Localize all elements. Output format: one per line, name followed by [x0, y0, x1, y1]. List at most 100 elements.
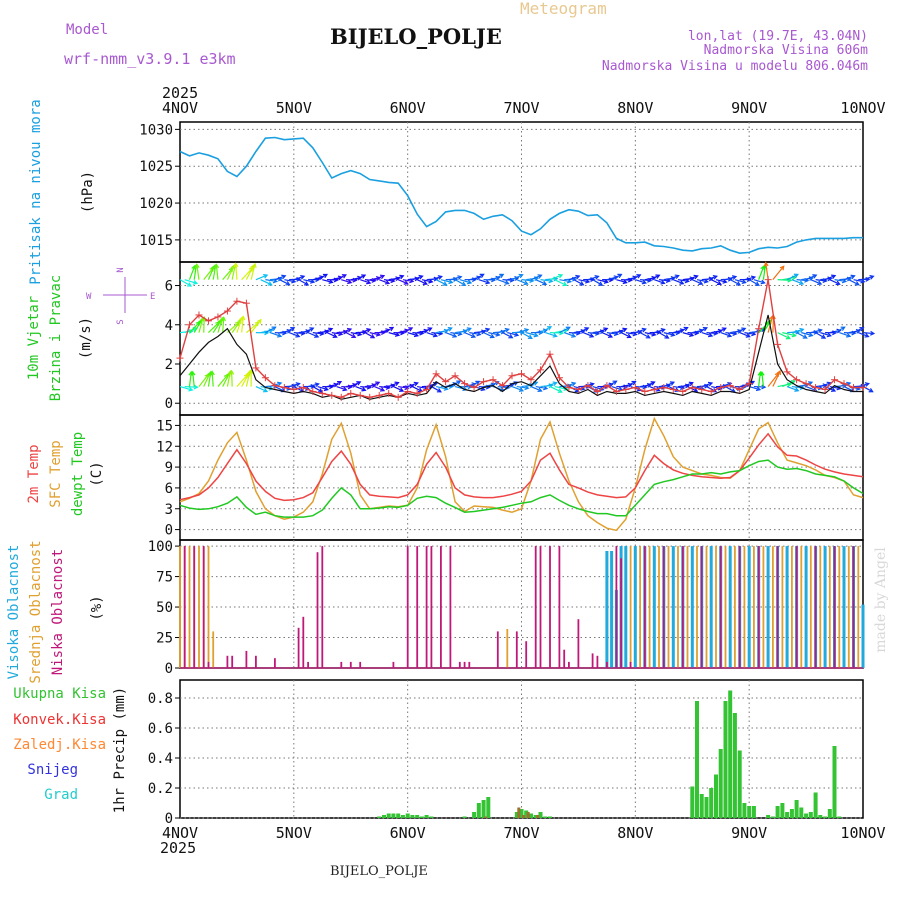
wind-speed-marker: [698, 386, 706, 393]
wind-direction-arrow: [858, 332, 870, 338]
total-precip-bar: [808, 812, 813, 818]
low-cloud-bar: [416, 546, 419, 668]
x-tick-label-top: 6NOV: [390, 99, 426, 117]
low-cloud-bar: [534, 546, 537, 668]
wind-speed-marker: [356, 391, 364, 399]
high-cloud-bar: [823, 546, 827, 668]
wind-direction-arrow: [502, 332, 514, 339]
wind-direction-arrow: [412, 274, 424, 281]
wind-direction-arrow: [824, 274, 837, 281]
wind-direction-arrow: [250, 318, 262, 333]
mid-cloud-bar: [800, 546, 803, 668]
high-cloud-bar: [624, 546, 628, 668]
low-cloud-bar: [468, 661, 471, 668]
y-tick-label: 0: [165, 811, 173, 827]
x-tick-label-bottom: 8NOV: [617, 824, 653, 842]
wind-speed-marker: [518, 370, 525, 378]
y-tick-label: 0.4: [148, 751, 173, 767]
mid-cloud-bar: [212, 631, 215, 668]
y-tick-label: 2: [165, 357, 173, 373]
wind-direction-arrow: [535, 385, 549, 391]
low-cloud-bar: [539, 546, 542, 668]
wind-direction-arrow: [440, 279, 454, 285]
convective-precip-bar: [517, 807, 521, 818]
wind-direction-arrow: [221, 316, 226, 333]
low-cloud-bar: [359, 661, 362, 668]
wind-speed-marker: [717, 384, 725, 392]
mid-cloud-bar: [847, 546, 850, 668]
low-cloud-bar: [596, 655, 599, 668]
wind-direction-arrow: [478, 279, 491, 285]
precip-legend-item: Ukupna Kisa: [13, 686, 106, 702]
wind-direction-arrow: [298, 279, 310, 286]
low-cloud-bar: [245, 650, 248, 668]
wind-direction-arrow: [279, 279, 291, 286]
total-precip-bar: [837, 816, 842, 818]
total-precip-bar: [429, 816, 434, 818]
temperature-axis-title: 2m Temp: [26, 444, 42, 503]
low-cloud-bar: [307, 661, 309, 668]
total-precip-bar: [462, 816, 467, 818]
footer-station: BIJELO_POLJE: [330, 864, 428, 879]
pressure-unit-label: (hPa): [80, 171, 96, 213]
total-precip-bar: [690, 786, 695, 818]
dewpoint-line: [179, 459, 864, 518]
temperature-axis-title: dewpt Temp: [70, 432, 86, 516]
wind-speed-marker: [622, 386, 630, 393]
mid-cloud-bar: [753, 546, 755, 668]
wind-direction-arrow: [303, 279, 316, 284]
wind-direction-arrow: [469, 331, 482, 337]
wind-direction-arrow: [858, 382, 870, 388]
lonlat-label: lon,lat (19.7E, 43.04N): [688, 29, 868, 44]
wind-direction-arrow: [564, 381, 577, 388]
x-tick-label-bottom: 5NOV: [276, 824, 312, 842]
total-precip-bar: [742, 803, 747, 818]
low-cloud-bar: [719, 546, 722, 668]
low-cloud-bar: [207, 661, 210, 668]
wind-direction-arrow: [682, 381, 694, 388]
wind-direction-arrow: [360, 328, 372, 334]
total-precip-bar: [823, 816, 828, 818]
wind-speed-marker: [641, 387, 649, 395]
low-cloud-bar: [615, 546, 618, 668]
wind-direction-arrow: [796, 332, 808, 339]
high-cloud-bar: [633, 546, 637, 668]
wind-direction-arrow: [801, 332, 814, 338]
wind-direction-arrow: [369, 381, 381, 388]
low-cloud-bar: [340, 661, 343, 668]
wind-speed-marker: [328, 391, 336, 399]
mid-cloud-bar: [772, 546, 774, 668]
y-tick-label: 12: [156, 439, 173, 455]
wind-direction-arrow: [834, 326, 846, 334]
low-cloud-bar: [814, 546, 817, 668]
wind-speed-marker: [185, 321, 193, 329]
wind-direction-arrow: [421, 327, 433, 334]
total-precip-bar: [699, 794, 704, 818]
high-cloud-bar: [652, 546, 656, 668]
wind-speed-marker: [679, 387, 687, 395]
wind-direction-arrow: [317, 385, 329, 392]
high-cloud-bar: [605, 551, 609, 668]
mid-cloud-bar: [828, 546, 831, 668]
wind-direction-arrow: [759, 370, 765, 387]
wind-direction-arrow: [488, 331, 501, 337]
low-cloud-bar: [193, 546, 196, 668]
x-tick-label-top: 5NOV: [276, 99, 312, 117]
low-cloud-bar: [643, 546, 646, 668]
temperature-unit-label: (C): [89, 461, 105, 486]
wind-direction-arrow: [597, 279, 610, 284]
wind-direction-arrow: [336, 385, 348, 392]
low-cloud-bar: [558, 546, 561, 668]
wind-speed-marker: [223, 307, 231, 315]
wind-direction-arrow: [440, 327, 453, 334]
meteogram-label: Meteogram: [520, 0, 607, 18]
convective-precip-bar: [522, 815, 525, 818]
wind-direction-arrow: [545, 332, 558, 338]
wind-direction-arrow: [639, 332, 651, 339]
low-cloud-bar: [620, 558, 622, 668]
wind-direction-arrow: [209, 370, 215, 387]
mid-cloud-bar: [705, 546, 708, 668]
low-cloud-bar: [568, 661, 570, 668]
wind-direction-arrow: [782, 332, 797, 338]
wind-direction-arrow: [611, 273, 623, 281]
